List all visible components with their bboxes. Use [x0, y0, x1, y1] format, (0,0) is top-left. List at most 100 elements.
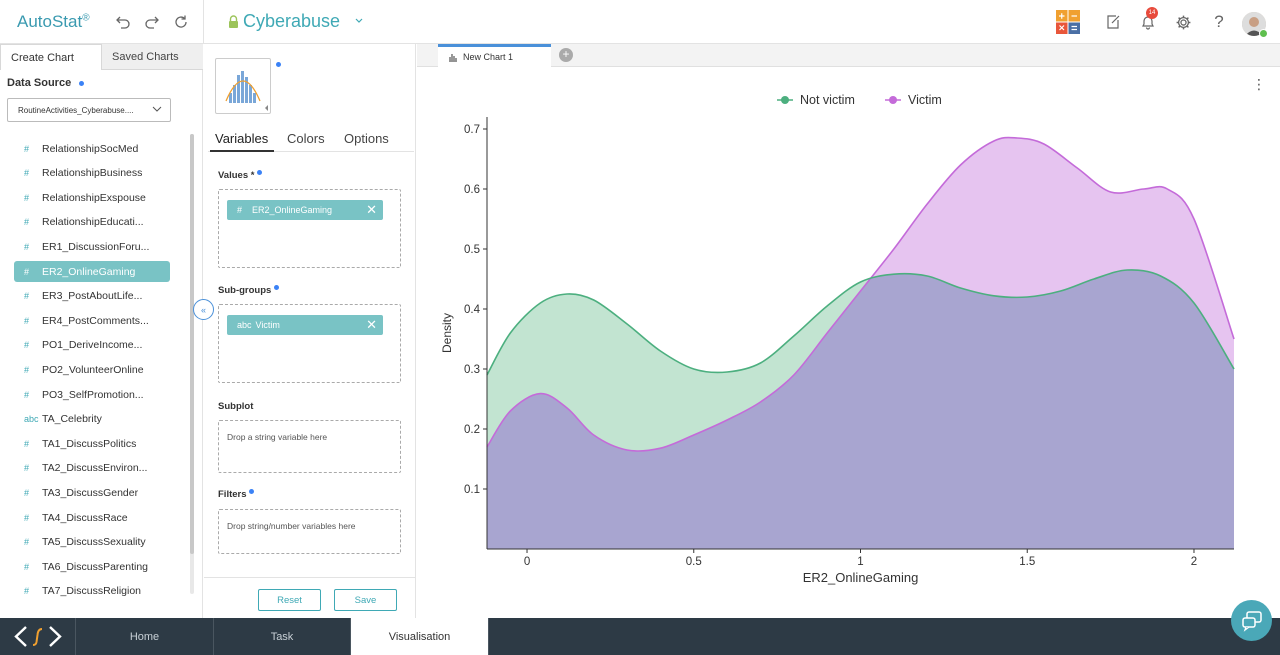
number-type-icon: # — [24, 487, 30, 498]
variable-item[interactable]: # TA5_DiscussSexuality — [14, 532, 170, 553]
subgroups-section: Sub-groups — [218, 285, 279, 296]
variable-name: RelationshipBusiness — [42, 167, 143, 180]
number-type-icon: # — [24, 315, 30, 326]
variable-item[interactable]: # RelationshipSocMed — [14, 138, 170, 159]
variable-name: TA4_DiscussRace — [42, 511, 128, 524]
close-icon[interactable]: ✕ — [366, 317, 377, 332]
variable-item[interactable]: # RelationshipExspouse — [14, 187, 170, 208]
variable-item[interactable]: # TA2_DiscussEnviron... — [14, 458, 170, 479]
project-name: Cyberabuse — [243, 11, 341, 31]
variable-item[interactable]: abc TA_Celebrity — [14, 409, 170, 430]
close-icon[interactable]: ✕ — [366, 202, 377, 217]
x-tick-label: 1.5 — [1019, 556, 1035, 568]
text-type-icon: abc — [24, 414, 39, 425]
chart-tab-label: New Chart 1 — [463, 52, 514, 62]
number-type-icon: # — [24, 463, 30, 474]
variable-item[interactable]: # PO3_SelfPromotion... — [14, 384, 170, 405]
info-dot — [257, 170, 263, 175]
number-type-icon: # — [24, 291, 30, 302]
save-button[interactable]: Save — [334, 589, 397, 611]
variable-name: ER4_PostComments... — [42, 314, 149, 327]
app-logo-icon[interactable] — [12, 623, 68, 650]
redo-icon[interactable] — [141, 11, 163, 33]
values-dropzone[interactable]: # ER2_OnlineGaming ✕ — [218, 189, 401, 268]
number-type-icon: # — [237, 205, 243, 215]
nav-home-label: Home — [129, 630, 160, 643]
top-separator — [203, 0, 204, 44]
variable-name: TA_Celebrity — [42, 413, 102, 426]
subplot-label: Subplot — [218, 401, 254, 412]
reset-button[interactable]: Reset — [258, 589, 321, 611]
variable-item[interactable]: # ER2_OnlineGaming — [14, 261, 170, 282]
variable-item[interactable]: # TA7_DiscussReligion — [14, 581, 170, 600]
tab-create-chart[interactable]: Create Chart — [0, 44, 102, 70]
text-type-icon: abc — [237, 320, 252, 330]
variable-item[interactable]: # ER3_PostAboutLife... — [14, 286, 170, 307]
variable-item[interactable]: # RelationshipEducati... — [14, 212, 170, 233]
chevron-down-icon[interactable] — [354, 14, 364, 28]
tab-options[interactable]: Options — [344, 131, 389, 146]
tab-divider — [208, 151, 414, 152]
nav-visualisation[interactable]: Visualisation — [350, 618, 488, 655]
y-tick-label: 0.4 — [464, 304, 481, 316]
nav-visualisation-label: Visualisation — [388, 630, 451, 643]
scrollbar[interactable] — [190, 134, 194, 594]
y-tick-label: 0.1 — [464, 484, 480, 496]
avatar[interactable] — [1242, 12, 1266, 36]
density-chart: Not victim Victim 0.10.20.30.40.50.60.70 0… — [440, 93, 1235, 585]
active-tab-indicator — [210, 150, 274, 152]
histogram-icon — [225, 71, 268, 111]
data-source-label: Data Source — [7, 77, 85, 89]
subgroups-dropzone[interactable]: abc Victim ✕ — [218, 304, 401, 383]
gear-icon[interactable] — [1172, 11, 1194, 33]
nav-home[interactable]: Home — [75, 618, 213, 655]
edit-note-icon[interactable] — [1102, 11, 1124, 33]
x-tick-label: 1 — [857, 556, 863, 568]
filters-dropzone[interactable]: Drop string/number variables here — [218, 509, 401, 554]
online-status-dot — [1259, 29, 1268, 38]
variable-item[interactable]: # TA1_DiscussPolitics — [14, 433, 170, 454]
legend-swatch-dot — [781, 96, 789, 104]
number-type-icon: # — [24, 340, 30, 351]
variable-name: RelationshipEducati... — [42, 216, 144, 229]
subplot-dropzone[interactable]: Drop a string variable here — [218, 420, 401, 473]
add-tab-button[interactable]: + — [559, 48, 573, 62]
nav-task[interactable]: Task — [213, 618, 350, 655]
number-type-icon: # — [24, 217, 30, 228]
top-bar: AutoStat® Cyberabuse 14 ? — [0, 0, 1280, 44]
legend-label: Victim — [908, 93, 942, 107]
variable-item[interactable]: # PO2_VolunteerOnline — [14, 359, 170, 380]
values-pill[interactable]: # ER2_OnlineGaming ✕ — [227, 200, 383, 220]
collapse-panel-button[interactable]: « — [193, 299, 214, 320]
variable-item[interactable]: # TA6_DiscussParenting — [14, 556, 170, 577]
y-tick-label: 0.7 — [464, 124, 480, 136]
chart-tabs-bar: New Chart 1 + — [417, 44, 1280, 67]
data-source-select[interactable]: RoutineActivities_Cyberabuse.... — [7, 98, 171, 122]
help-icon[interactable]: ? — [1214, 12, 1224, 31]
variable-item[interactable]: # RelationshipBusiness — [14, 163, 170, 184]
number-type-icon: # — [24, 192, 30, 203]
number-type-icon: # — [24, 438, 30, 449]
subgroups-pill[interactable]: abc Victim ✕ — [227, 315, 383, 335]
variable-name: PO3_SelfPromotion... — [42, 388, 144, 401]
tab-variables[interactable]: Variables — [215, 131, 269, 146]
undo-icon[interactable] — [112, 11, 134, 33]
variable-item[interactable]: # TA3_DiscussGender — [14, 482, 170, 503]
variable-item[interactable]: # ER4_PostComments... — [14, 310, 170, 331]
chart-type-thumbnail[interactable] — [215, 58, 271, 114]
variable-item[interactable]: # TA4_DiscussRace — [14, 507, 170, 528]
refresh-icon[interactable] — [170, 11, 192, 33]
chat-support-button[interactable] — [1231, 600, 1272, 641]
more-options-icon[interactable]: ⋮ — [1252, 76, 1266, 92]
variable-item[interactable]: # PO1_DeriveIncome... — [14, 335, 170, 356]
tab-colors[interactable]: Colors — [287, 131, 325, 146]
scrollbar-thumb[interactable] — [190, 134, 194, 554]
tab-saved-charts[interactable]: Saved Charts — [102, 44, 203, 70]
tab-new-chart-1[interactable]: New Chart 1 — [438, 44, 551, 67]
variable-item[interactable]: # ER1_DiscussionForu... — [14, 236, 170, 257]
info-dot — [249, 489, 255, 494]
project-selector[interactable]: Cyberabuse — [228, 11, 340, 32]
calculator-icon[interactable] — [1055, 9, 1081, 35]
chart-config-panel: Variables Colors Options Values * # ER2_… — [204, 44, 416, 618]
variable-name: TA1_DiscussPolitics — [42, 437, 137, 450]
